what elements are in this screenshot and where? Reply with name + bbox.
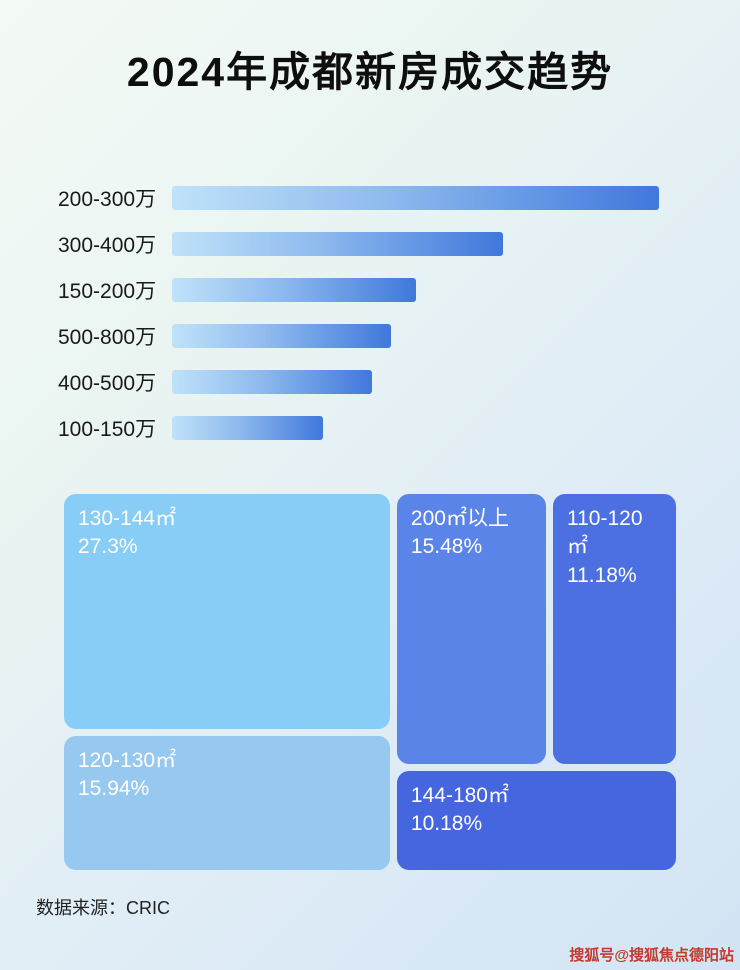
treemap-tile-label: 130-144㎡ bbox=[78, 507, 177, 530]
bar bbox=[172, 277, 416, 302]
treemap-tile-110-120: 110-120㎡ 11.18% bbox=[552, 494, 676, 764]
treemap-tile-label: 110-120㎡ bbox=[566, 507, 643, 559]
bar-category-label: 300-400万 bbox=[58, 233, 157, 257]
treemap-tile-value: 15.94% bbox=[78, 777, 150, 801]
bar bbox=[172, 415, 323, 440]
treemap-tile-value: 27.3% bbox=[78, 535, 138, 559]
bar-row: 200-300万 bbox=[58, 185, 698, 211]
bar bbox=[172, 231, 504, 256]
treemap: 130-144㎡ 27.3% 120-130㎡ 15.94% 200㎡以上 15… bbox=[64, 494, 676, 870]
bar-track bbox=[172, 277, 659, 302]
bar-category-label: 100-150万 bbox=[58, 417, 157, 441]
treemap-tile-label: 120-130㎡ bbox=[78, 749, 177, 773]
treemap-tile-120-130: 120-130㎡ 15.94% bbox=[64, 736, 391, 870]
bar-track bbox=[172, 369, 659, 394]
bar-category-label: 150-200万 bbox=[58, 279, 157, 303]
bar-track bbox=[172, 415, 659, 440]
treemap-tile-value: 15.48% bbox=[410, 535, 483, 559]
bar-row: 150-200万 bbox=[58, 277, 698, 303]
bar bbox=[172, 185, 659, 210]
treemap-tile-200-plus: 200㎡以上 15.48% bbox=[396, 494, 547, 764]
watermark-text: 搜狐号@搜狐焦点德阳站 bbox=[569, 947, 734, 964]
treemap-tile-label: 144-180㎡ bbox=[410, 784, 509, 808]
bar-track bbox=[172, 185, 659, 210]
treemap-tile-144-180: 144-180㎡ 10.18% bbox=[396, 771, 676, 870]
bar-track bbox=[172, 231, 659, 256]
treemap-tile-label: 200㎡以上 bbox=[410, 507, 509, 530]
bar-track bbox=[172, 323, 659, 348]
bar-row: 300-400万 bbox=[58, 231, 698, 257]
data-source-label: 数据来源：CRIC bbox=[36, 898, 170, 918]
page-title: 2024年成都新房成交趋势 bbox=[126, 49, 614, 95]
bar-category-label: 500-800万 bbox=[58, 325, 157, 349]
treemap-tile-value: 10.18% bbox=[410, 812, 483, 836]
bar-chart: 200-300万 300-400万 150-200万 500-800万 400-500万… bbox=[58, 185, 698, 461]
bar-row: 500-800万 bbox=[58, 323, 698, 349]
treemap-tile-130-144: 130-144㎡ 27.3% bbox=[64, 494, 391, 730]
bar bbox=[172, 369, 372, 394]
bar-row: 100-150万 bbox=[58, 415, 698, 441]
bar-category-label: 400-500万 bbox=[58, 371, 157, 395]
treemap-tile-value: 11.18% bbox=[566, 563, 637, 587]
bar-row: 400-500万 bbox=[58, 369, 698, 395]
bar-category-label: 200-300万 bbox=[58, 187, 157, 211]
bar bbox=[172, 323, 392, 348]
